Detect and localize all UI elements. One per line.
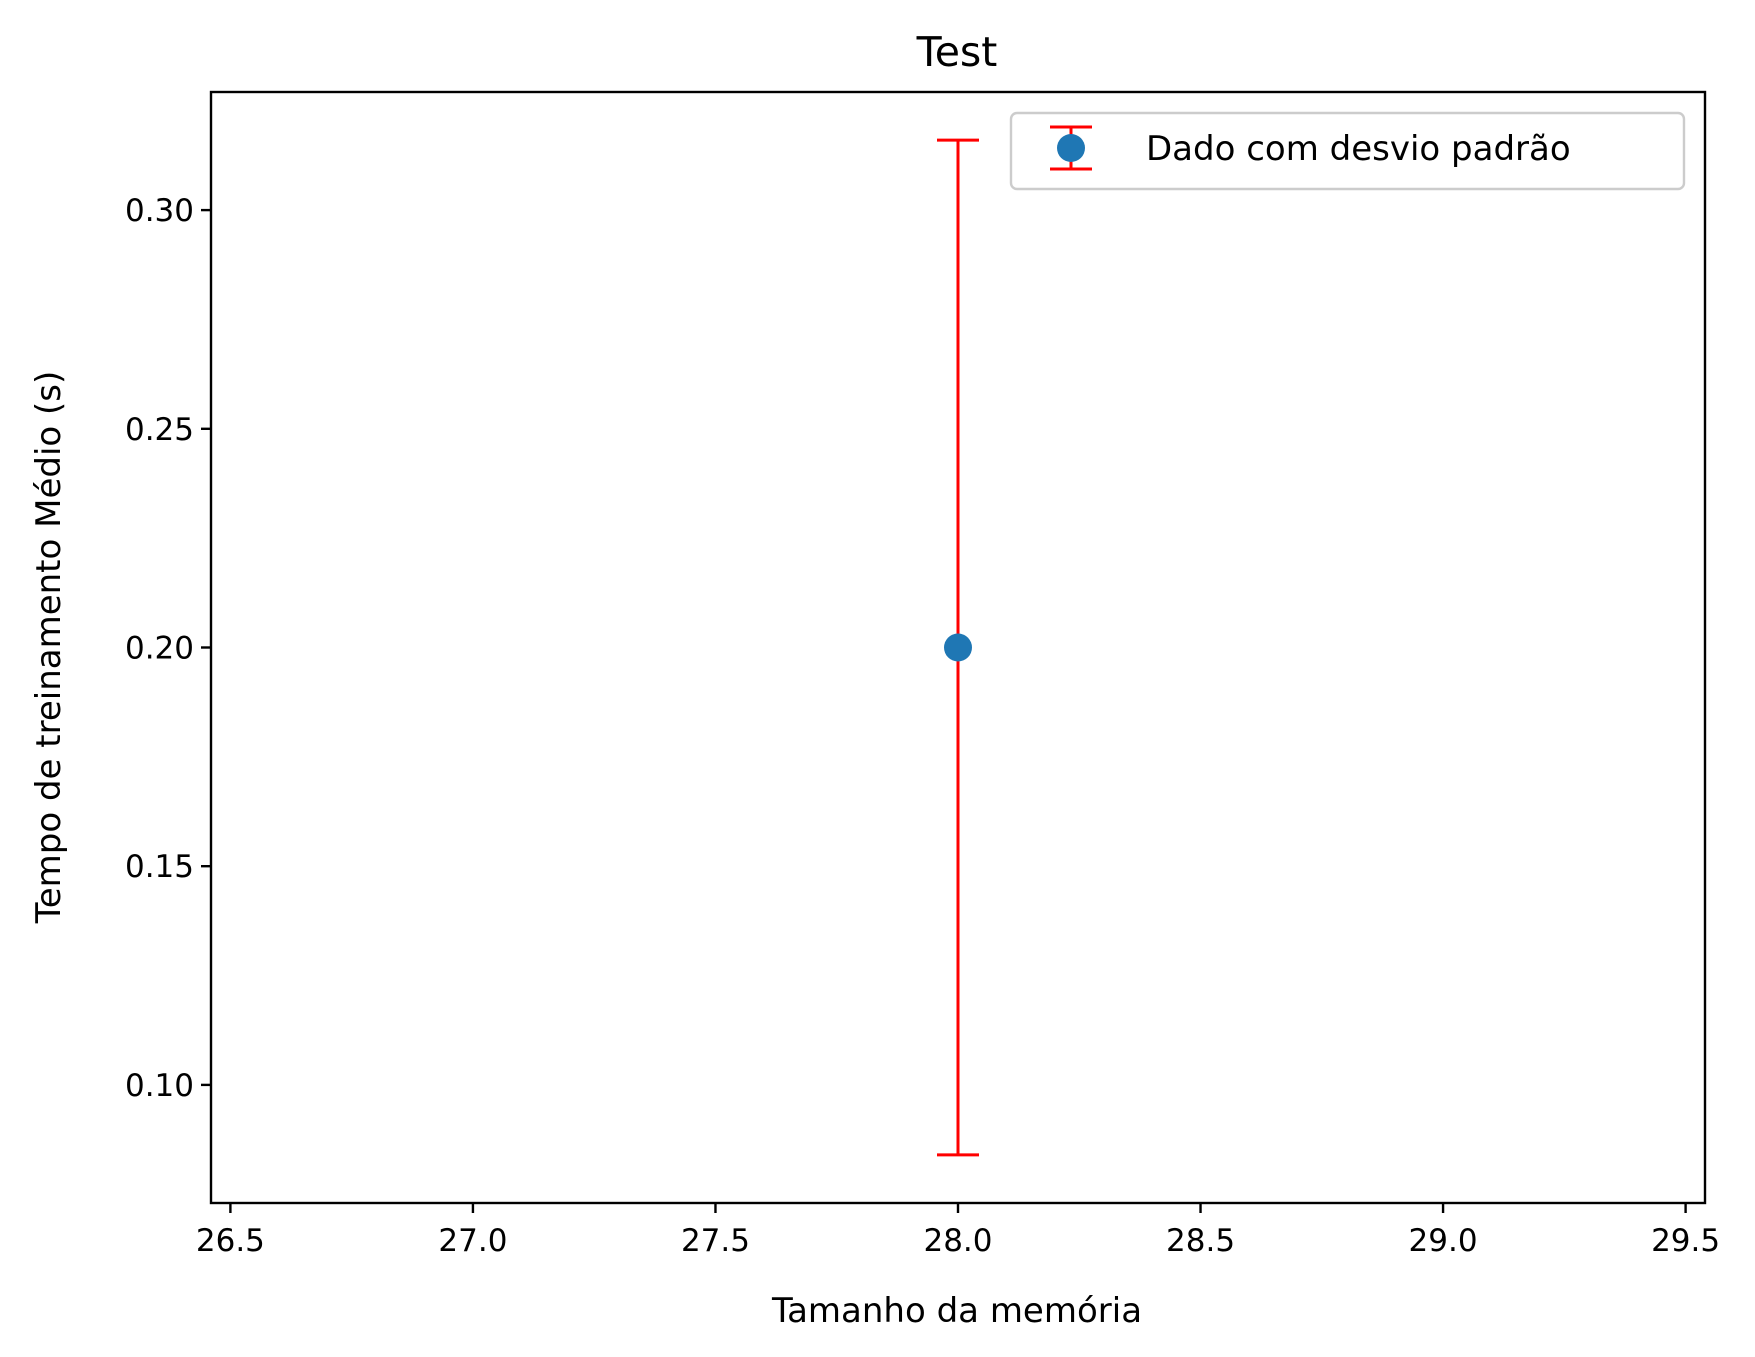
y-axis-ticks: 0.10 0.15 0.20 0.25 0.30 (125, 193, 211, 1104)
legend-label: Dado com desvio padrão (1146, 129, 1571, 169)
chart-title: Test (916, 28, 998, 76)
x-axis-ticks: 26.5 27.0 27.5 28.0 28.5 29.0 29.5 (196, 1203, 1720, 1259)
x-axis-label: Tamanho da memória (771, 1291, 1142, 1331)
x-tick-label: 26.5 (196, 1223, 265, 1259)
y-axis-label: Tempo de treinamento Médio (s) (29, 371, 69, 925)
legend-marker (1057, 134, 1085, 162)
y-tick-label: 0.10 (125, 1068, 194, 1104)
legend: Dado com desvio padrão (1009, 111, 1686, 191)
y-tick-label: 0.20 (125, 631, 194, 667)
x-tick-label: 29.5 (1651, 1223, 1720, 1259)
y-tick-label: 0.30 (125, 193, 194, 229)
plot-frame (209, 90, 1707, 1205)
y-tick-label: 0.15 (125, 849, 194, 885)
y-tick-label: 0.25 (125, 412, 194, 448)
x-tick-label: 28.0 (923, 1223, 992, 1259)
legend-box (1009, 111, 1686, 191)
x-tick-label: 27.5 (681, 1223, 750, 1259)
x-tick-label: 27.0 (438, 1223, 507, 1259)
x-tick-label: 28.5 (1166, 1223, 1235, 1259)
x-tick-label: 29.0 (1409, 1223, 1478, 1259)
plot-content (937, 138, 979, 1157)
data-point (944, 633, 972, 662)
